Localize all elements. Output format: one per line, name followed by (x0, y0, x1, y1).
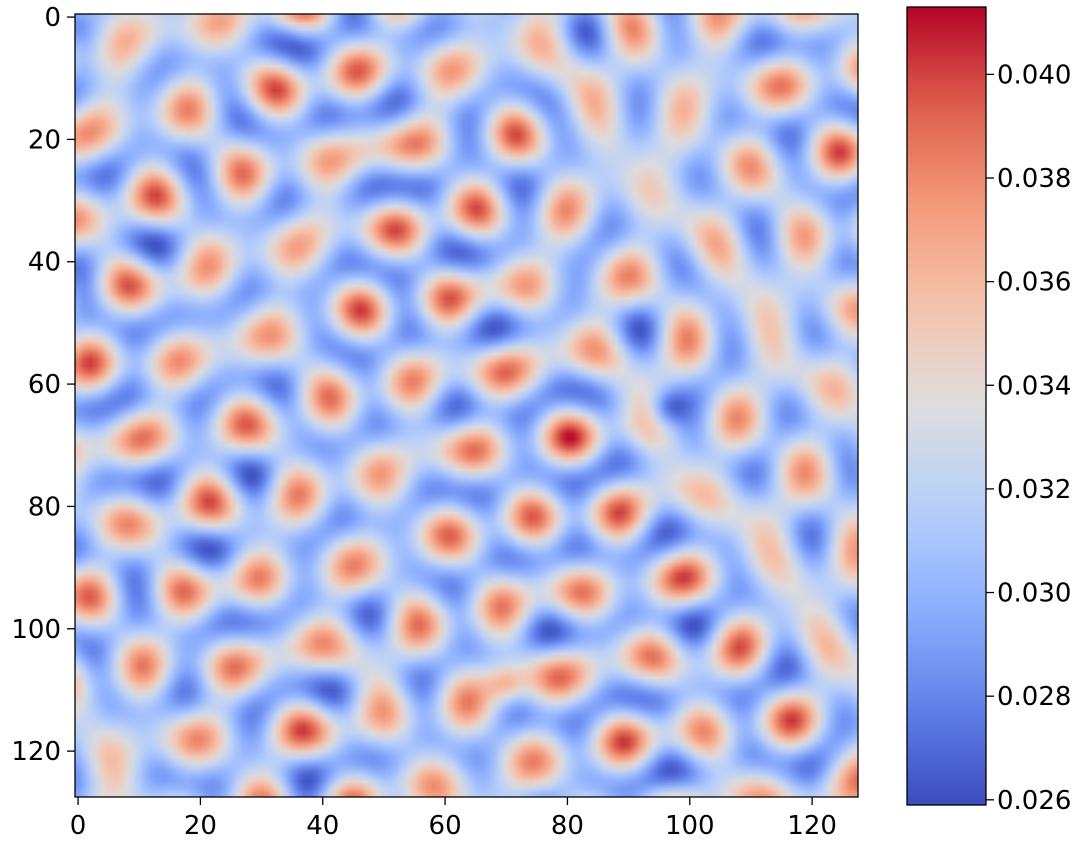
colorbar-tick-label: 0.034 (997, 371, 1071, 401)
x-tick-label: 100 (665, 811, 715, 841)
colorbar: 0.026 0.028 0.030 0.032 0.034 0.036 0.038 0.040 (906, 6, 1071, 816)
colorbar-tick-label: 0.038 (997, 164, 1071, 194)
colorbar-axis: 0.026 0.028 0.030 0.032 0.034 0.036 0.038 0.040 (986, 60, 1071, 816)
y-tick-label: 120 (11, 737, 61, 767)
x-tick-label: 80 (551, 811, 584, 841)
heatmap-frame (74, 13, 859, 798)
heatmap-axes: 0 20 40 60 80 100 120 0 20 40 60 80 100 120 (11, 3, 859, 841)
y-tick-label: 40 (28, 248, 61, 278)
y-tick-label: 20 (28, 125, 61, 155)
colorbar-tick-label: 0.032 (997, 475, 1071, 505)
colorbar-gradient (906, 6, 987, 806)
x-tick-label: 0 (70, 811, 87, 841)
x-tick-label: 60 (429, 811, 462, 841)
colorbar-tick-label: 0.026 (997, 786, 1071, 816)
colorbar-tick-label: 0.036 (997, 268, 1071, 298)
colorbar-tick-label: 0.040 (997, 60, 1071, 90)
y-tick-label: 80 (28, 492, 61, 522)
x-tick-label: 20 (184, 811, 217, 841)
colorbar-tick-label: 0.028 (997, 682, 1071, 712)
y-tick-label: 0 (44, 3, 61, 33)
x-tick-label: 40 (306, 811, 339, 841)
colorbar-tick-label: 0.030 (997, 579, 1071, 609)
y-tick-label: 60 (28, 370, 61, 400)
x-axis: 0 20 40 60 80 100 120 (70, 797, 837, 841)
y-axis: 0 20 40 60 80 100 120 (11, 3, 75, 767)
heatmap-image (75, 14, 858, 797)
x-tick-label: 120 (787, 811, 837, 841)
y-tick-label: 100 (11, 615, 61, 645)
